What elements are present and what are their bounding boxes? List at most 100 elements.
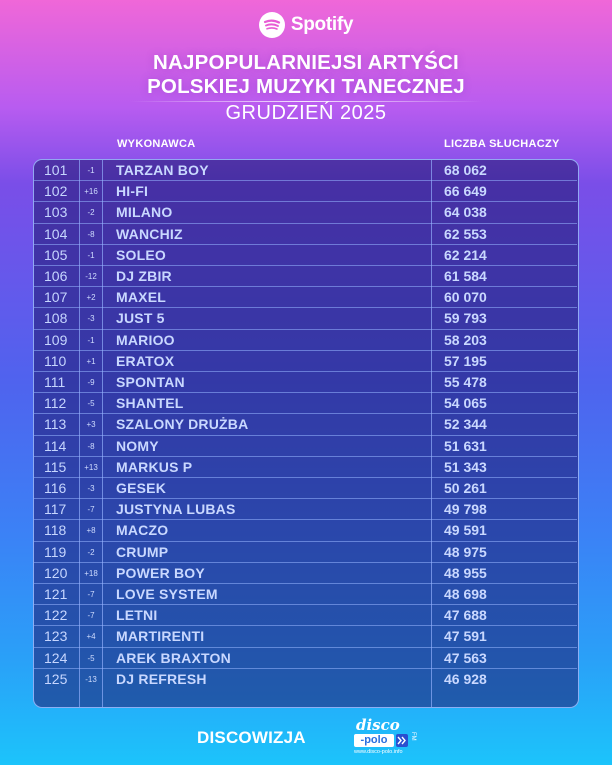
change-cell: +3 bbox=[86, 420, 96, 430]
artist-cell: LOVE SYSTEM bbox=[116, 586, 218, 602]
table-row: 116 -3 GESEK 50 261 bbox=[34, 478, 577, 500]
change-cell: -3 bbox=[87, 314, 95, 324]
rank-cell: 102 bbox=[44, 183, 68, 200]
table-row: 101 -1 TARZAN BOY 68 062 bbox=[34, 160, 577, 182]
rank-cell: 116 bbox=[44, 480, 67, 496]
change-cell: -1 bbox=[87, 250, 95, 260]
change-cell: -3 bbox=[87, 484, 95, 493]
change-cell: -13 bbox=[85, 674, 97, 684]
table-row: 103 -2 MILANO 64 038 bbox=[34, 202, 577, 224]
listeners-cell: 58 203 bbox=[444, 331, 487, 348]
title-line-1: NAJPOPULARNIEJSI ARTYŚCI bbox=[153, 51, 459, 74]
ranking-table: 125 -13 DJ REFRESH 46 928 124 -5 AREK BRAXTON 4… bbox=[33, 159, 579, 708]
change-cell: +4 bbox=[86, 632, 96, 642]
listeners-cell: 47 563 bbox=[444, 649, 487, 666]
listeners-cell: 48 975 bbox=[444, 543, 487, 560]
brand-name: Spotify bbox=[290, 14, 354, 35]
change-cell: -8 bbox=[87, 441, 95, 451]
change-cell: -7 bbox=[87, 505, 95, 515]
spotify-logo: Spotify bbox=[0, 12, 612, 38]
table-row: 124 -5 AREK BRAXTON 47 563 bbox=[34, 648, 577, 669]
change-cell: -5 bbox=[87, 653, 95, 663]
page-subtitle: GRUDZIEŃ 2025 bbox=[225, 102, 387, 124]
listeners-cell: 62 553 bbox=[444, 225, 487, 242]
table-row: 113 +3 SZALONY DRUŻBA 52 344 bbox=[34, 414, 577, 436]
change-cell: -2 bbox=[87, 208, 95, 218]
artist-cell: POWER BOY bbox=[116, 564, 205, 581]
listeners-cell: 47 591 bbox=[444, 628, 487, 645]
table-row: 108 -3 JUST 5 59 793 bbox=[34, 308, 577, 330]
rank-cell: 101 bbox=[44, 162, 68, 178]
table-row: 110 +1 ERATOX 57 195 bbox=[34, 351, 577, 372]
change-cell: +1 bbox=[86, 356, 96, 366]
table-row: 121 -7 LOVE SYSTEM 48 698 bbox=[34, 584, 577, 606]
artist-cell: NOMY bbox=[116, 437, 159, 454]
listeners-cell: 47 688 bbox=[444, 607, 487, 624]
rank-cell: 106 bbox=[44, 268, 68, 284]
table-row: 125 -13 DJ REFRESH 46 928 bbox=[34, 669, 577, 690]
disco-polo-logo: disco -polo FM www.disco-polo.info bbox=[354, 716, 416, 760]
listeners-cell: 52 344 bbox=[444, 416, 487, 433]
column-divider bbox=[79, 160, 80, 707]
artist-cell: GESEK bbox=[116, 480, 167, 496]
listeners-cell: 68 062 bbox=[444, 162, 487, 178]
change-cell: +2 bbox=[86, 293, 96, 303]
table-row: 104 -8 WANCHIZ 62 553 bbox=[34, 224, 577, 245]
table-row: 109 -1 MARIOO 58 203 bbox=[34, 330, 577, 351]
rank-cell: 119 bbox=[44, 543, 67, 560]
listeners-cell: 57 195 bbox=[444, 352, 487, 369]
listeners-cell: 46 928 bbox=[444, 670, 487, 687]
artist-cell: AREK BRAXTON bbox=[116, 649, 231, 666]
listeners-cell: 62 214 bbox=[444, 246, 487, 263]
rank-cell: 113 bbox=[44, 416, 67, 433]
rank-cell: 111 bbox=[44, 374, 66, 390]
logo-disco-text: disco bbox=[356, 716, 400, 734]
change-cell: -9 bbox=[87, 378, 95, 387]
rank-cell: 104 bbox=[44, 225, 68, 242]
listeners-cell: 54 065 bbox=[444, 395, 487, 412]
artist-cell: DJ REFRESH bbox=[116, 670, 207, 687]
artist-cell: MARTIRENTI bbox=[116, 628, 205, 645]
artist-cell: SHANTEL bbox=[116, 395, 184, 412]
rank-cell: 110 bbox=[44, 352, 67, 369]
table-row: 115 +13 MARKUS P 51 343 bbox=[34, 457, 577, 478]
listeners-cell: 59 793 bbox=[444, 310, 487, 327]
change-cell: +18 bbox=[84, 568, 98, 578]
artist-cell: SOLEO bbox=[116, 246, 167, 263]
change-cell: +8 bbox=[86, 526, 96, 536]
listeners-cell: 49 798 bbox=[444, 501, 487, 518]
artist-cell: LETNI bbox=[116, 607, 158, 624]
listeners-cell: 51 343 bbox=[444, 458, 487, 475]
rank-cell: 108 bbox=[44, 310, 68, 327]
rank-cell: 117 bbox=[44, 501, 67, 518]
artist-cell: MARKUS P bbox=[116, 458, 193, 475]
rank-cell: 107 bbox=[44, 289, 68, 306]
artist-cell: HI-FI bbox=[116, 183, 149, 200]
artist-cell: JUSTYNA LUBAS bbox=[116, 501, 236, 518]
rank-cell: 125 bbox=[44, 670, 68, 687]
change-cell: -7 bbox=[87, 590, 95, 599]
change-cell: -12 bbox=[85, 272, 97, 281]
listeners-cell: 49 591 bbox=[444, 522, 487, 539]
rank-cell: 123 bbox=[44, 628, 68, 645]
listeners-cell: 60 070 bbox=[444, 289, 487, 306]
artist-cell: ERATOX bbox=[116, 352, 175, 369]
column-divider bbox=[102, 160, 103, 707]
listeners-cell: 66 649 bbox=[444, 183, 487, 200]
artist-cell: MACZO bbox=[116, 522, 169, 539]
table-row: 114 -8 NOMY 51 631 bbox=[34, 436, 577, 457]
forward-arrows-icon bbox=[396, 734, 408, 747]
listeners-cell: 64 038 bbox=[444, 204, 487, 221]
artist-cell: TARZAN BOY bbox=[116, 162, 209, 178]
table-row: 106 -12 DJ ZBIR 61 584 bbox=[34, 266, 577, 288]
logo-url-text: www.disco-polo.info bbox=[354, 749, 403, 755]
rank-cell: 121 bbox=[44, 586, 68, 602]
divider bbox=[130, 101, 482, 102]
logo-fm-text: FM bbox=[410, 732, 416, 741]
artist-cell: MAXEL bbox=[116, 289, 166, 306]
table-row: 107 +2 MAXEL 60 070 bbox=[34, 287, 577, 309]
change-cell: -7 bbox=[87, 611, 95, 621]
artist-cell: CRUMP bbox=[116, 543, 169, 560]
column-header-artist: WYKONAWCA bbox=[117, 138, 196, 150]
artist-cell: SZALONY DRUŻBA bbox=[116, 416, 249, 433]
